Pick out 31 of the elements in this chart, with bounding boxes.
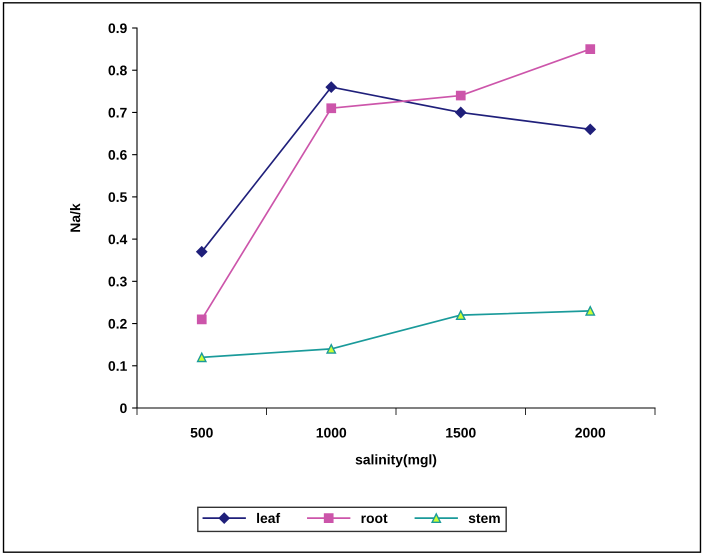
x-axis-title: salinity(mgl): [356, 454, 436, 468]
point: [585, 306, 596, 316]
y-axis-title: Na/k: [70, 203, 80, 232]
y-tick-label: 0.1: [108, 361, 127, 371]
point: [196, 352, 207, 362]
y-tick-label: 0.5: [108, 192, 127, 202]
y-tick-label: 0.9: [108, 23, 127, 34]
point: [456, 310, 466, 320]
point: [456, 90, 466, 100]
point: [584, 124, 596, 135]
y-tick-label: 0.7: [108, 108, 127, 118]
point: [326, 344, 336, 354]
y-tick-label: 0.3: [108, 276, 127, 287]
x-tick-label: 1000: [316, 428, 346, 438]
point: [326, 82, 337, 93]
y-tick-label: 0.4: [108, 234, 128, 244]
x-tick-label: 2000: [575, 428, 606, 438]
point: [585, 44, 596, 54]
point: [326, 103, 336, 114]
point: [196, 246, 208, 258]
y-tick-label: 0.6: [108, 150, 127, 160]
legend-label: stem: [468, 514, 500, 524]
y-tick-label: 0: [120, 403, 127, 414]
point: [196, 314, 207, 324]
y-tick-label: 0.8: [108, 66, 127, 76]
y-tick-label: 0.2: [108, 318, 127, 329]
point: [455, 106, 466, 118]
x-tick-label: 1500: [446, 428, 476, 438]
x-tick-label: 500: [190, 428, 213, 438]
legend-label: root: [362, 514, 388, 524]
legend-label: leaf: [257, 512, 280, 524]
